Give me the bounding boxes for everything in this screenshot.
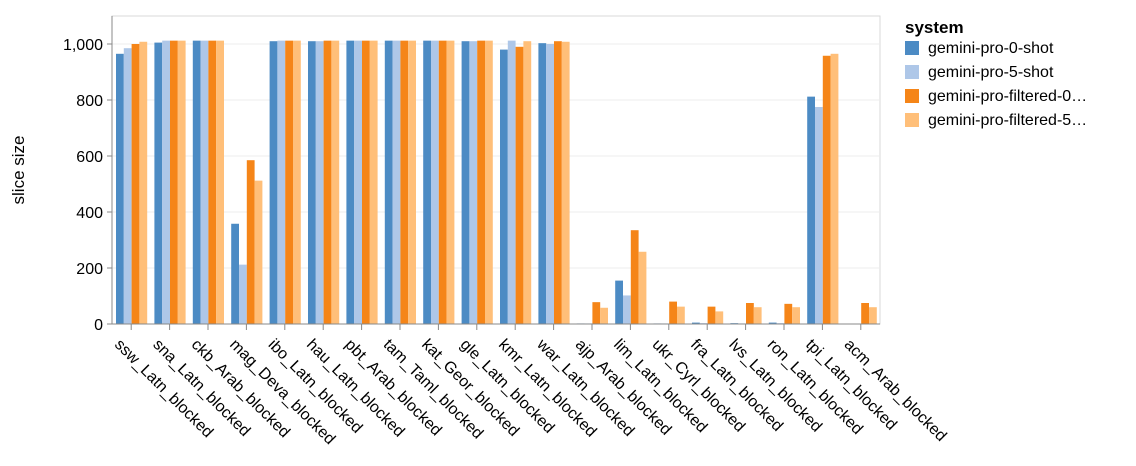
bar xyxy=(600,307,608,324)
bar xyxy=(485,40,493,324)
legend-label: gemini-pro-5-shot xyxy=(928,64,1054,81)
bar xyxy=(384,40,393,324)
bar xyxy=(285,40,293,324)
bar xyxy=(354,40,362,324)
y-tick-label: 200 xyxy=(76,261,103,278)
bar xyxy=(477,40,485,324)
bar xyxy=(431,40,439,324)
bar xyxy=(154,42,163,324)
bar xyxy=(331,40,340,324)
bar xyxy=(269,41,278,324)
bar xyxy=(446,40,455,324)
bar xyxy=(162,40,170,324)
legend-swatch xyxy=(905,89,919,103)
bar xyxy=(239,264,247,324)
bar xyxy=(669,301,677,324)
bar xyxy=(784,303,793,324)
bar xyxy=(822,55,831,324)
bar xyxy=(768,322,777,324)
bar xyxy=(515,46,524,325)
bar xyxy=(231,223,239,324)
bar xyxy=(246,160,255,324)
y-axis: 0 200 400 600 800 1,000 xyxy=(63,16,113,334)
bar xyxy=(746,303,754,324)
bar xyxy=(869,307,877,324)
bar xyxy=(308,41,316,324)
bar xyxy=(807,96,815,324)
bar xyxy=(692,322,700,324)
bar xyxy=(500,49,508,324)
legend: system gemini-pro-0-shot gemini-pro-5-sho… xyxy=(905,18,1087,129)
y-tick-label: 1,000 xyxy=(63,37,103,54)
bar xyxy=(715,311,724,324)
bar xyxy=(615,280,623,324)
y-tick-label: 0 xyxy=(94,317,103,334)
bar xyxy=(192,40,201,324)
bar xyxy=(170,40,178,324)
bar xyxy=(546,44,554,324)
bar xyxy=(208,40,217,324)
y-axis-title: slice size xyxy=(9,136,28,205)
bar xyxy=(423,40,431,324)
bar xyxy=(561,41,570,324)
gridlines xyxy=(112,43,880,269)
bar xyxy=(408,40,416,324)
bar xyxy=(554,41,562,324)
bar xyxy=(830,53,839,325)
bar xyxy=(861,303,869,324)
bar xyxy=(277,40,286,324)
bar xyxy=(753,307,762,324)
plot-frame xyxy=(111,15,881,325)
bar xyxy=(507,40,516,324)
bar xyxy=(438,40,447,324)
bars xyxy=(116,40,877,325)
bar xyxy=(362,40,370,324)
x-axis: ssw_Latn_blockedsna_Latn_blockedckb_Arab… xyxy=(111,323,949,448)
bar xyxy=(400,40,409,324)
bar xyxy=(538,43,547,324)
bar xyxy=(677,306,685,324)
bar xyxy=(177,40,186,324)
legend-title: system xyxy=(905,18,964,37)
bar xyxy=(792,307,800,324)
bar xyxy=(200,40,209,324)
bar xyxy=(461,41,470,324)
bar xyxy=(293,40,301,324)
legend-label: gemini-pro-filtered-5… xyxy=(928,112,1087,129)
bar xyxy=(346,40,355,324)
bar xyxy=(216,40,224,324)
bar xyxy=(623,295,631,324)
bar xyxy=(131,44,140,324)
bar xyxy=(638,251,647,324)
y-tick-label: 600 xyxy=(76,149,103,166)
bar xyxy=(523,41,532,324)
bar xyxy=(707,306,716,324)
legend-swatch xyxy=(905,113,919,127)
bar xyxy=(469,41,478,324)
bar xyxy=(369,40,378,324)
y-tick-label: 800 xyxy=(76,93,103,110)
legend-label: gemini-pro-filtered-0… xyxy=(928,88,1087,105)
bar xyxy=(323,40,332,324)
legend-label: gemini-pro-0-shot xyxy=(928,40,1054,57)
y-tick-label: 400 xyxy=(76,205,103,222)
bar xyxy=(123,48,132,324)
bar xyxy=(116,53,124,325)
bar xyxy=(592,302,601,324)
bar xyxy=(392,40,401,324)
bar xyxy=(815,107,823,324)
legend-swatch xyxy=(905,41,919,55)
bar xyxy=(139,41,148,324)
bar xyxy=(630,230,639,324)
bar xyxy=(254,180,263,324)
bar xyxy=(315,41,324,324)
legend-swatch xyxy=(905,65,919,79)
